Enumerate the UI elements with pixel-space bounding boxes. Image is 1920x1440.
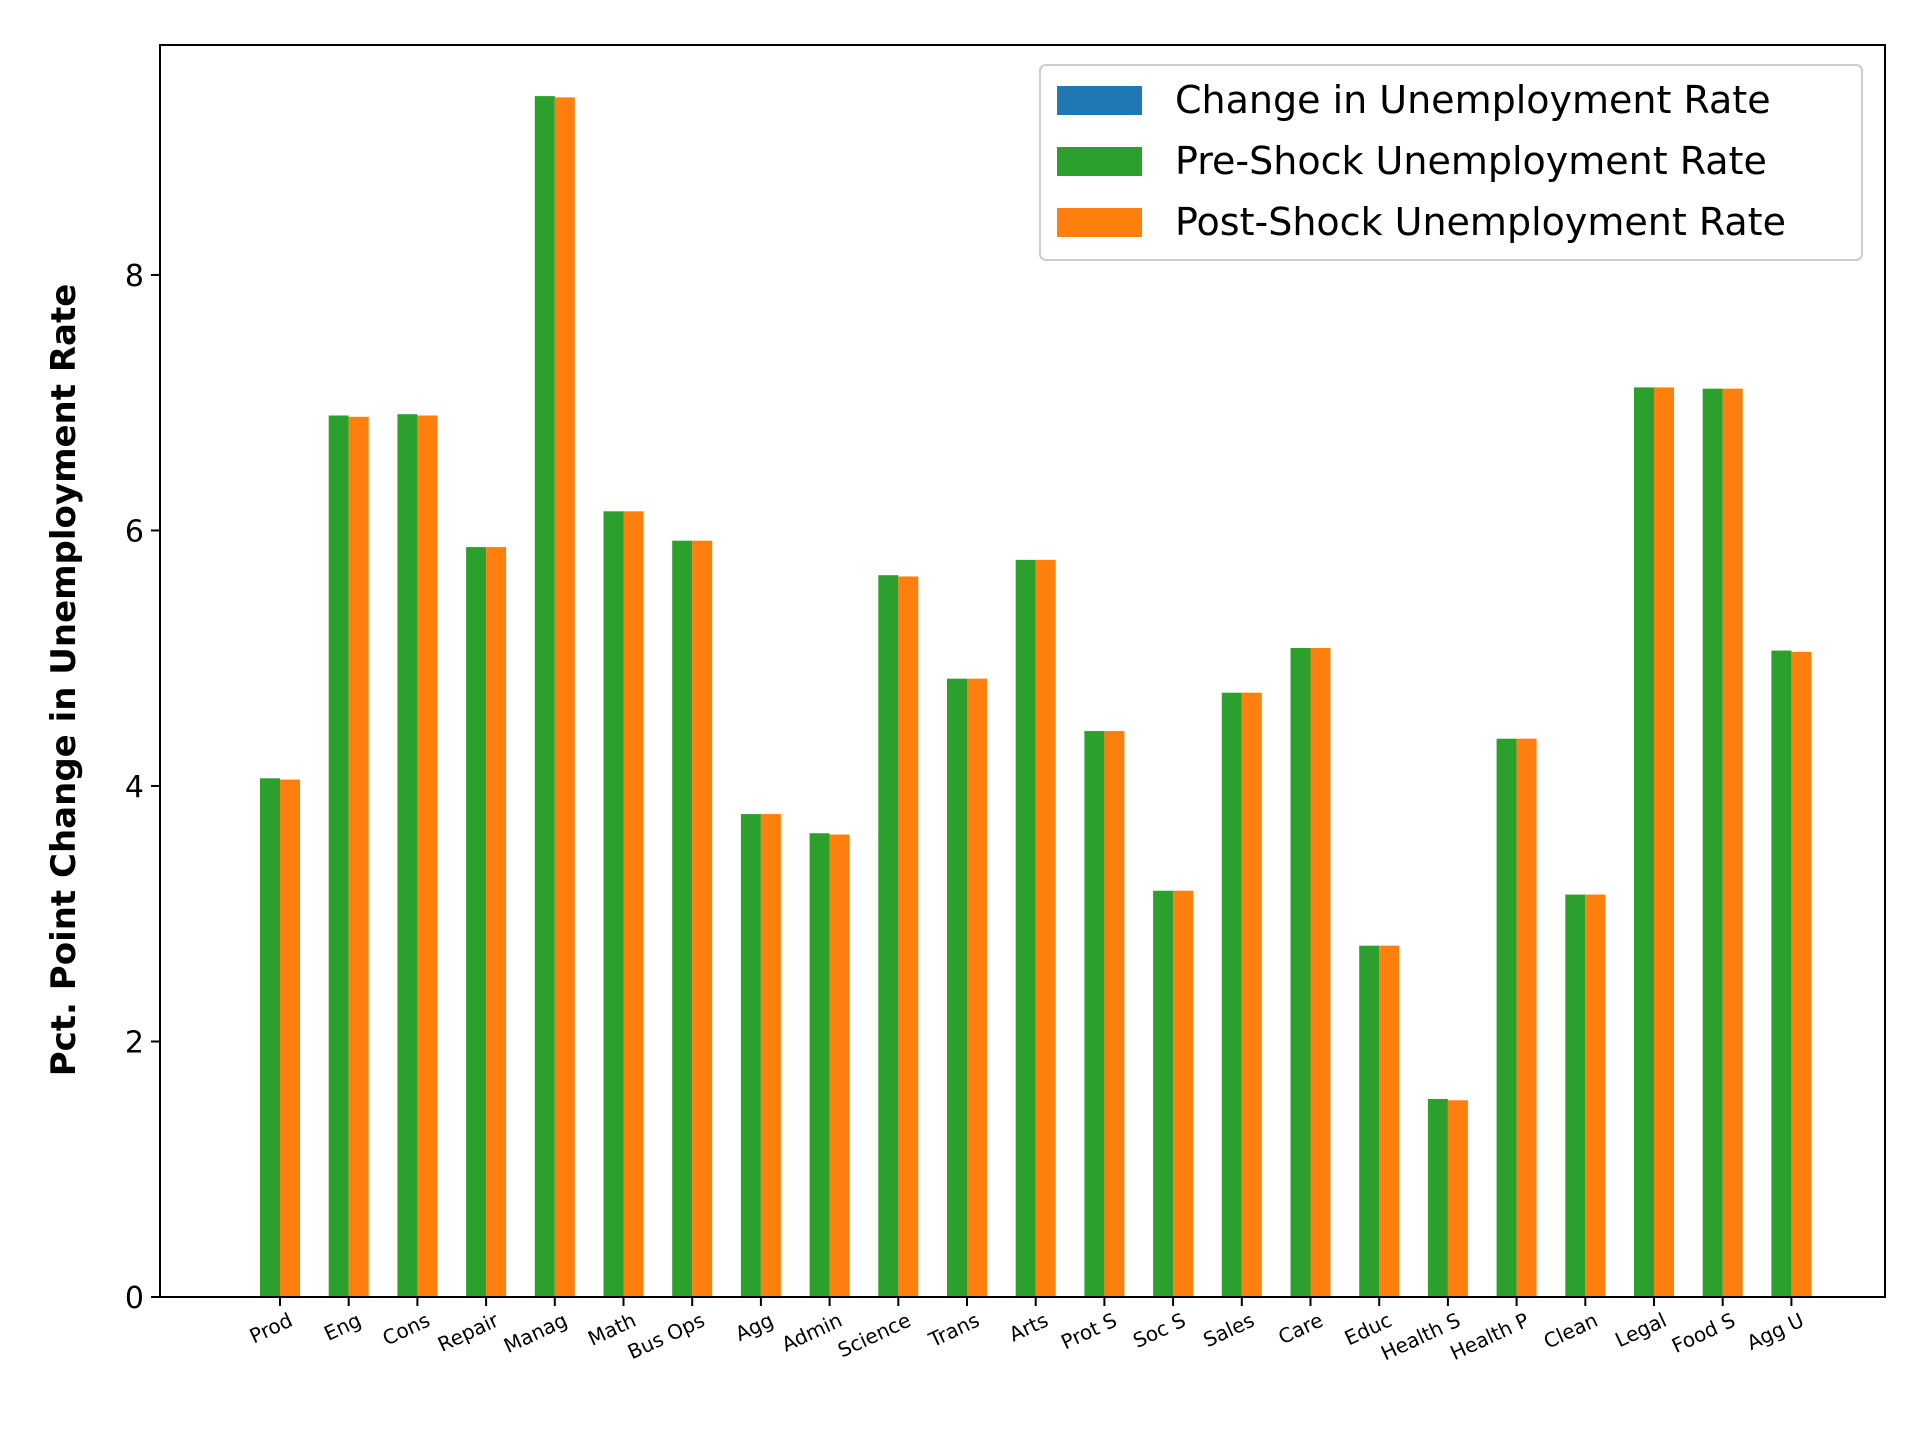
- bar-post-shock-math: [623, 511, 644, 1297]
- bar-post-shock-prod: [280, 779, 300, 1297]
- bar-post-shock-manag: [554, 97, 575, 1297]
- legend-label: Pre-Shock Unemployment Rate: [1175, 139, 1767, 183]
- bar-pre-shock-repair: [466, 547, 487, 1297]
- bar-post-shock-health-p: [1516, 738, 1537, 1297]
- bar-pre-shock-educ: [1359, 945, 1380, 1297]
- legend-swatch: [1057, 147, 1142, 176]
- axes-layer: [159, 44, 1886, 1298]
- bar-pre-shock-arts: [1015, 559, 1036, 1297]
- y-ticks: 0 2 4 6 8: [125, 259, 160, 1316]
- bar-pre-shock-manag: [534, 96, 555, 1298]
- bar-pre-shock-agg-u: [1771, 650, 1792, 1297]
- bar-post-shock-educ: [1379, 945, 1400, 1297]
- y-tick-label: 0: [125, 1281, 144, 1316]
- legend-label: Post-Shock Unemployment Rate: [1175, 200, 1786, 244]
- legend: Change in Unemployment Rate Pre-Shock Une…: [1039, 64, 1863, 261]
- bar-pre-shock-bus-ops: [672, 540, 693, 1297]
- legend-box: [1039, 64, 1863, 261]
- y-tick-label: 2: [125, 1025, 144, 1060]
- bar-post-shock-cons: [417, 415, 438, 1297]
- y-axis-label: Pct. Point Change in Unemployment Rate: [44, 284, 84, 1077]
- plot-frame: [159, 44, 1886, 1298]
- bar-post-shock-agg: [760, 814, 781, 1297]
- bar-post-shock-health-s: [1447, 1100, 1468, 1297]
- bar-pre-shock-prod: [260, 778, 280, 1297]
- bar-pre-shock-health-s: [1427, 1098, 1448, 1297]
- bar-post-shock-legal: [1654, 387, 1674, 1297]
- bar-post-shock-care: [1310, 648, 1331, 1297]
- bar-post-shock-arts: [1035, 559, 1056, 1297]
- y-tick-label: 6: [125, 514, 144, 549]
- legend-swatch: [1057, 208, 1142, 237]
- bar-pre-shock-health-p: [1496, 738, 1517, 1297]
- bar-post-shock-soc-s: [1173, 890, 1194, 1297]
- bar-pre-shock-math: [603, 511, 624, 1297]
- bars-layer: [260, 96, 1812, 1298]
- bar-pre-shock-soc-s: [1153, 890, 1174, 1297]
- bar-post-shock-bus-ops: [692, 540, 713, 1297]
- bar-pre-shock-clean: [1565, 894, 1586, 1297]
- bar-post-shock-science: [898, 576, 919, 1297]
- bar-pre-shock-legal: [1634, 387, 1654, 1297]
- bar-post-shock-eng: [348, 416, 369, 1297]
- bar-pre-shock-food-s: [1702, 388, 1723, 1297]
- legend-label: Change in Unemployment Rate: [1175, 78, 1771, 122]
- bar-pre-shock-sales: [1221, 692, 1242, 1297]
- bar-pre-shock-cons: [397, 414, 418, 1298]
- bar-pre-shock-agg: [740, 814, 761, 1297]
- bar-post-shock-sales: [1241, 692, 1262, 1297]
- bar-post-shock-clean: [1585, 894, 1606, 1297]
- bar-pre-shock-care: [1290, 648, 1311, 1297]
- bar-pre-shock-eng: [328, 415, 349, 1297]
- bar-pre-shock-science: [878, 575, 899, 1297]
- bar-post-shock-agg-u: [1791, 651, 1812, 1297]
- bar-pre-shock-prot-s: [1084, 731, 1105, 1297]
- bar-pre-shock-admin: [809, 833, 830, 1297]
- bar-post-shock-food-s: [1722, 388, 1743, 1297]
- bar-post-shock-admin: [829, 834, 850, 1297]
- bar-pre-shock-trans: [947, 678, 967, 1297]
- y-tick-label: 8: [125, 259, 144, 294]
- bar-post-shock-repair: [486, 547, 507, 1297]
- bar-post-shock-prot-s: [1104, 731, 1125, 1297]
- y-tick-label: 4: [125, 770, 144, 805]
- legend-swatch: [1057, 86, 1142, 115]
- bar-post-shock-trans: [967, 678, 987, 1297]
